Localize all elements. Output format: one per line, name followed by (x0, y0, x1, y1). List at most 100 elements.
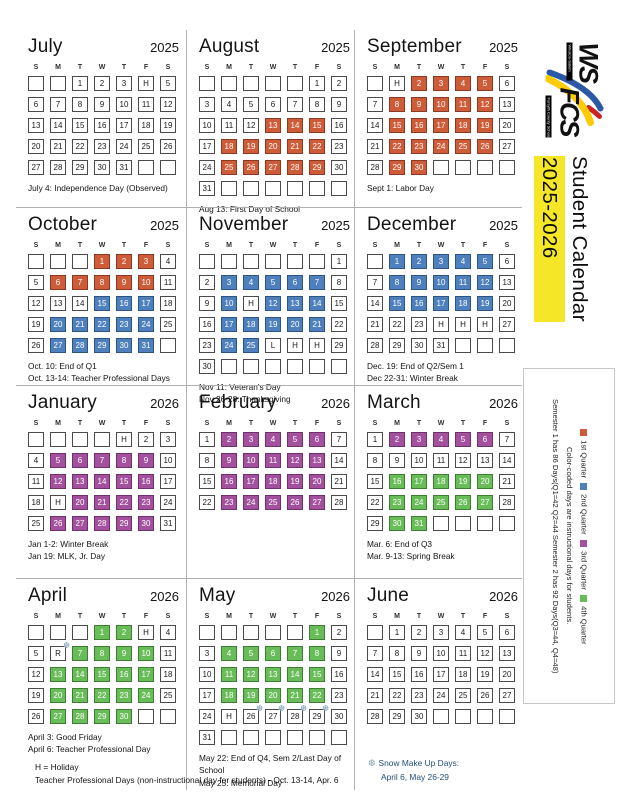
month-july: July 2025 S M T W T F S 1 2 3 H 5 6 7 8 9 10 11 12 13 14 15 16 17… (16, 30, 187, 207)
weekday-label: F (143, 64, 149, 71)
day-cell: 20 (499, 667, 515, 682)
legend-item: 4th Quarter (580, 594, 589, 644)
day-cell: 18 (138, 118, 154, 133)
day-cell: 21 (287, 688, 303, 703)
weekday-label: T (77, 613, 83, 620)
weekday-label: W (437, 242, 445, 249)
day-cell: 25 (455, 688, 471, 703)
day-cell: 26 (287, 495, 303, 510)
day-cell (28, 625, 44, 640)
day-cell: 7 (72, 275, 88, 290)
day-cell: 19 (477, 296, 493, 311)
day-cell: 16 (389, 474, 405, 489)
month-header: April 2026 (28, 585, 179, 607)
day-cell: 26 (455, 495, 471, 510)
weekday-label: S (336, 613, 342, 620)
day-cell: 13 (265, 667, 281, 682)
day-cell (243, 359, 259, 374)
day-cell (138, 160, 154, 175)
day-cell (455, 516, 471, 531)
weekday-label: T (292, 64, 298, 71)
day-cell: 22 (389, 317, 405, 332)
day-cell: 9 (221, 453, 237, 468)
month-note: Dec 22-31: Winter Break (367, 373, 458, 384)
weekday-label: S (372, 420, 378, 427)
day-cell: 28 (50, 160, 66, 175)
day-cell: 9 (411, 97, 427, 112)
weekday-label: M (226, 613, 232, 620)
day-cell: 4 (160, 625, 176, 640)
month-name: December (367, 214, 457, 235)
day-cell (221, 254, 237, 269)
day-cell: 18 (221, 139, 237, 154)
day-cell: 31 (411, 516, 427, 531)
day-cell: 20 (499, 118, 515, 133)
day-cell: 20 (477, 474, 493, 489)
day-cell (221, 730, 237, 745)
teacher-days-key: Teacher Professional Days (non-instructi… (35, 775, 339, 786)
day-cell: H (287, 338, 303, 353)
day-cell: 16 (116, 667, 132, 682)
weekday-label: S (336, 64, 342, 71)
day-cell: 21 (50, 139, 66, 154)
day-cell (221, 181, 237, 196)
day-grid: 1 2 3 4 5 6 7 8 9 10 11 12 13 14 15 16 17 18 19 20 21 22 23 24 H… (199, 625, 350, 745)
day-cell: 5 (455, 432, 471, 447)
day-cell: 17 (411, 474, 427, 489)
day-cell: 2 (138, 432, 154, 447)
day-cell: 27 (28, 160, 44, 175)
weekday-label: S (504, 420, 510, 427)
title-year: 2025-2026 (534, 156, 566, 322)
month-june: June 2026 S M T W T F S 1 2 3 4 5 6 7 8 9 10 11 12 13 14 15 16 17… (355, 578, 522, 790)
day-cell: 6 (499, 254, 515, 269)
month-october: October 2025 S M T W T F S 1 2 3 4 5 6 7 8 9 10 11 12 13 14 15 1… (16, 207, 187, 385)
day-cell: 25 (433, 495, 449, 510)
weekday-label: F (482, 242, 488, 249)
weekday-label: F (314, 613, 320, 620)
weekday-label: F (314, 242, 320, 249)
day-cell: 5 (265, 275, 281, 290)
day-cell: 5 (28, 646, 44, 661)
day-cell: 30 (116, 709, 132, 724)
day-cell (72, 254, 88, 269)
day-cell: 12 (455, 453, 471, 468)
day-cell (199, 625, 215, 640)
quarter-color-swatch (580, 482, 588, 490)
day-cell: H (433, 317, 449, 332)
day-grid: 1 2 3 4 5 6 7 8 9 10 11 12 13 14 15 16 17 18 19 20 21 22 23 24 2… (28, 254, 182, 353)
snowflake-icon: ❆ (322, 704, 329, 713)
day-cell: 14 (50, 118, 66, 133)
day-cell: 9 (331, 646, 347, 661)
day-cell: 22 (199, 495, 215, 510)
day-cell: 31 (199, 181, 215, 196)
day-cell: 18 (455, 118, 471, 133)
day-cell: 25 (243, 338, 259, 353)
day-cell: 22 (116, 495, 132, 510)
day-cell: 14 (499, 453, 515, 468)
day-cell: 1 (94, 625, 110, 640)
month-header: September 2025 (367, 36, 518, 58)
day-cell: 7 (331, 432, 347, 447)
day-cell: 1 (389, 254, 405, 269)
day-cell: 7 (309, 275, 325, 290)
weekday-label: T (292, 613, 298, 620)
day-cell: 26 (243, 160, 259, 175)
month-note: April 6: Teacher Professional Day (28, 744, 151, 755)
day-cell: H (138, 76, 154, 91)
day-cell: 29 (389, 709, 405, 724)
day-cell: 7 (94, 453, 110, 468)
day-cell: 10 (160, 453, 176, 468)
day-cell: 27 (499, 317, 515, 332)
month-note: July 4: Independence Day (Observed) (28, 183, 168, 193)
month-notes: Dec. 19: End of Q2/Sem 1 Dec 22-31: Winte… (367, 360, 519, 385)
day-cell: 4 (221, 646, 237, 661)
weekday-label: S (33, 64, 39, 71)
logo-ws-text: WS (573, 42, 604, 83)
month-header: October 2025 (28, 214, 179, 236)
day-cell: 29 (389, 338, 405, 353)
day-cell (287, 254, 303, 269)
day-cell: 11 (138, 97, 154, 112)
day-cell (50, 76, 66, 91)
